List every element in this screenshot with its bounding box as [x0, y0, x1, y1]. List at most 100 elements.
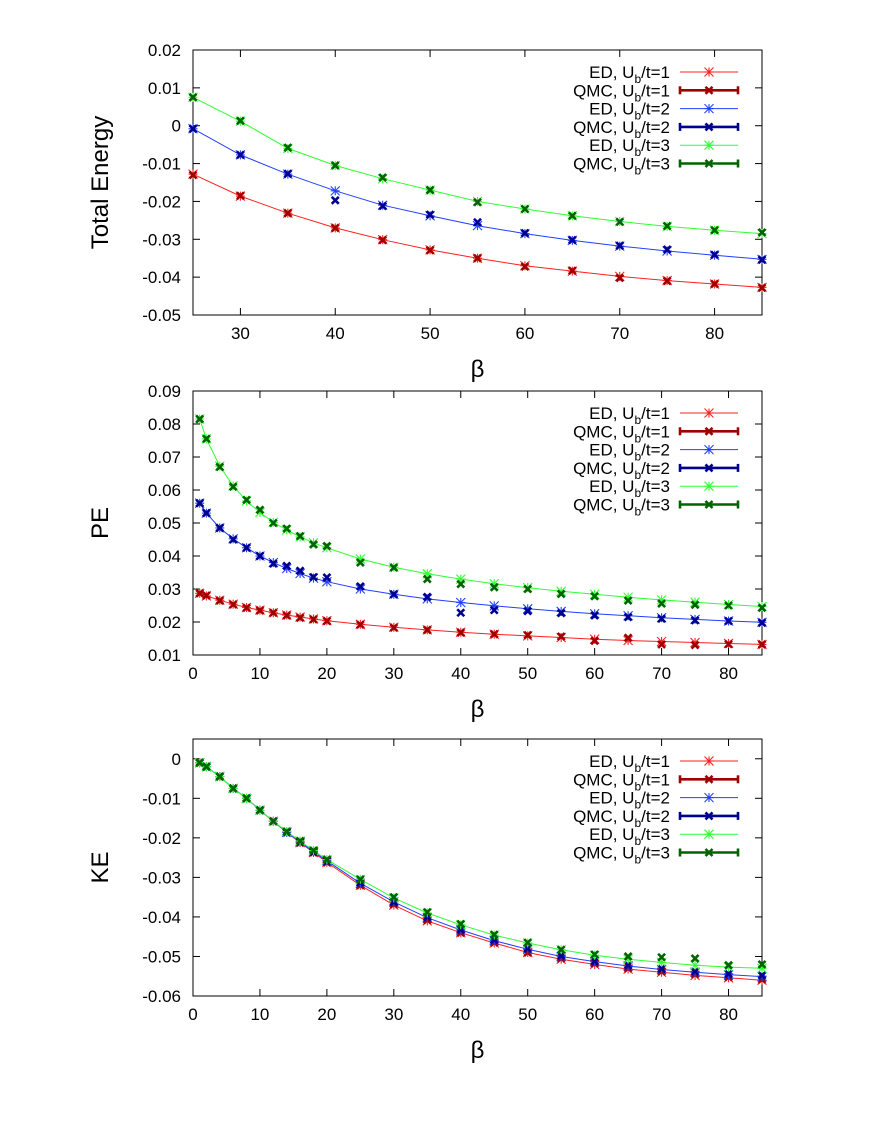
y-tick-label: 0.02 — [148, 41, 181, 60]
data-point — [242, 793, 251, 803]
data-point — [590, 950, 600, 959]
y-tick-label: -0.04 — [142, 268, 181, 287]
data-point — [657, 640, 667, 649]
data-point — [215, 596, 225, 605]
legend-label: ED, Ub/t=2 — [589, 441, 670, 464]
legend-marker — [704, 103, 714, 114]
data-point — [724, 616, 733, 626]
series-line — [192, 96, 763, 235]
data-point — [255, 551, 265, 561]
x-axis-label: β — [471, 356, 485, 383]
legend-marker — [704, 829, 714, 840]
data-point — [389, 563, 399, 572]
data-point — [757, 283, 767, 293]
data-point — [590, 636, 600, 646]
data-point — [690, 600, 700, 610]
x-tick-label: 50 — [421, 324, 440, 343]
x-tick-label: 80 — [719, 1005, 738, 1024]
y-tick-label: 0.09 — [148, 382, 181, 401]
x-tick-label: 0 — [188, 664, 197, 683]
data-point — [489, 629, 499, 639]
data-point — [268, 816, 278, 826]
x-axis-label: β — [471, 696, 485, 723]
legend-marker — [704, 463, 714, 473]
data-point — [242, 495, 251, 505]
legend-marker — [704, 85, 714, 95]
data-point — [282, 561, 292, 571]
data-point — [215, 462, 225, 472]
y-tick-label: -0.01 — [142, 789, 181, 808]
data-point — [201, 508, 211, 518]
data-point — [657, 614, 667, 624]
plot-frame — [192, 390, 763, 656]
data-point — [355, 620, 365, 630]
chart-panel-1: 30 40 50 60 70 80 0.02 0.01 0 -0.01 -0.02 -0.03 -0.0… — [87, 41, 767, 383]
x-tick-label: 10 — [250, 664, 269, 683]
y-tick-label: -0.01 — [142, 155, 181, 174]
data-point — [322, 855, 332, 865]
data-point — [389, 892, 399, 902]
x-tick-label: 40 — [326, 324, 345, 343]
data-point — [201, 591, 211, 601]
x-tick-label: 40 — [451, 1005, 470, 1024]
data-point — [556, 945, 566, 955]
legend-marker — [704, 792, 714, 803]
series-4 — [195, 498, 767, 628]
data-point — [590, 610, 600, 620]
data-point — [556, 608, 566, 618]
data-point — [657, 599, 667, 608]
legend-label: ED, Ub/t=2 — [589, 789, 670, 812]
data-point — [422, 574, 432, 584]
data-point — [425, 185, 435, 195]
legend-label: ED, Ub/t=3 — [589, 477, 670, 500]
data-point — [710, 225, 720, 235]
legend-label: QMC, Ub/t=1 — [573, 770, 670, 793]
data-point — [456, 919, 466, 929]
data-point — [282, 610, 292, 620]
data-point — [623, 633, 633, 643]
data-point — [235, 150, 245, 160]
data-point — [657, 964, 667, 974]
data-point — [425, 245, 435, 255]
data-point — [662, 221, 672, 231]
data-point — [255, 805, 265, 815]
data-point — [389, 623, 399, 633]
legend-marker — [704, 756, 714, 766]
data-point — [295, 531, 305, 541]
data-point — [242, 543, 251, 553]
data-point — [330, 161, 340, 170]
data-point — [355, 581, 365, 591]
data-point — [520, 228, 530, 238]
series-2 — [195, 588, 767, 650]
data-point — [242, 603, 251, 613]
y-tick-label: 0.07 — [148, 448, 181, 467]
data-point — [757, 971, 767, 980]
y-tick-label: 0.03 — [148, 580, 181, 599]
data-point — [523, 630, 533, 640]
data-point — [281, 563, 292, 574]
data-point — [456, 628, 466, 637]
legend-marker — [704, 848, 714, 857]
legend-label: QMC, Ub/t=3 — [573, 155, 670, 178]
data-point — [228, 535, 238, 544]
data-point — [378, 235, 388, 245]
series-line — [199, 762, 763, 981]
data-point — [322, 541, 332, 551]
x-tick-label: 20 — [317, 664, 336, 683]
legend-label: QMC, Ub/t=3 — [573, 844, 670, 867]
series-3 — [188, 123, 767, 265]
data-point — [590, 591, 600, 601]
data-point — [235, 116, 245, 126]
data-point — [330, 185, 341, 196]
x-tick-label: 30 — [384, 664, 403, 683]
data-point — [489, 930, 499, 940]
series-line — [199, 762, 763, 978]
data-point — [456, 608, 466, 618]
legend-label: ED, Ub/t=1 — [589, 63, 670, 86]
x-tick-label: 50 — [518, 664, 537, 683]
data-point — [556, 589, 566, 599]
data-point — [757, 959, 767, 969]
data-point — [309, 572, 318, 582]
y-tick-label: 0.08 — [148, 415, 181, 434]
